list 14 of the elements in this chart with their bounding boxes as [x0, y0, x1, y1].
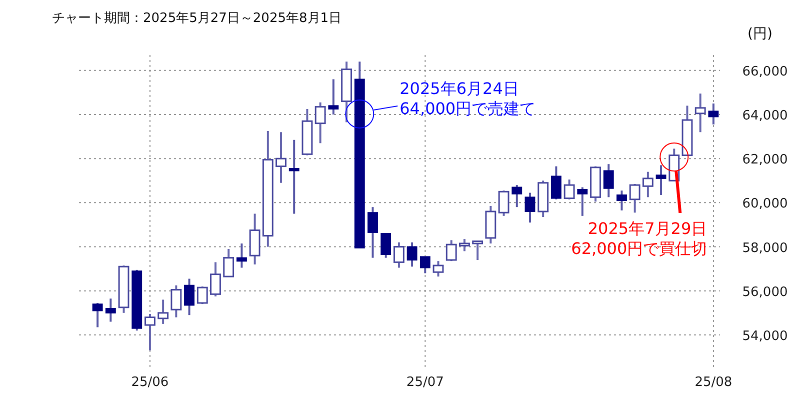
x-tick-label: 25/06 [131, 375, 169, 390]
y-tick-label: 60,000 [742, 196, 788, 212]
y-tick-label: 64,000 [742, 108, 788, 124]
x-tick-label: 25/08 [694, 375, 732, 390]
y-axis-title: (円) [748, 26, 772, 42]
y-tick-label: 66,000 [742, 64, 788, 80]
y-tick-label: 54,000 [742, 328, 788, 344]
y-tick-label: 56,000 [742, 284, 788, 300]
y-tick-label: 58,000 [742, 240, 788, 256]
y-tick-label: 62,000 [742, 152, 788, 168]
x-tick-label: 25/07 [406, 375, 444, 390]
annotation: 2025年6月24日 64,000円で売建て [400, 79, 536, 118]
chart-title: チャート期間：2025年5月27日～2025年8月1日 [52, 11, 342, 26]
annotation: 2025年7月29日 62,000円で買仕切 [571, 219, 708, 258]
